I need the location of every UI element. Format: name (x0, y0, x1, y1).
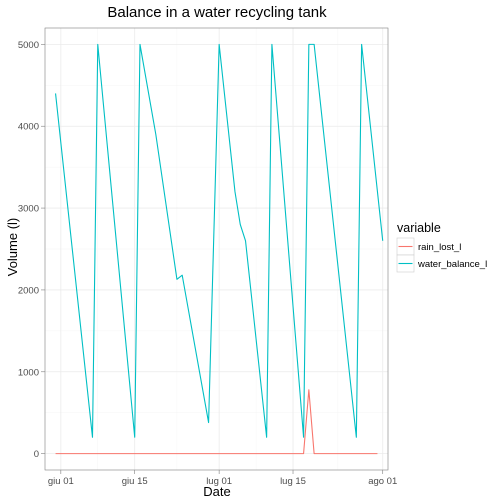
x-tick-label: lug 15 (280, 476, 306, 487)
y-tick-label: 5000 (18, 40, 39, 51)
plot-panel: 0 1000 2000 3000 4000 5000 giu 01 giu 15 lug 01 l… (18, 27, 397, 487)
series-line-rain-lost-l (55, 389, 378, 455)
x-tick-label: giu 15 (122, 476, 148, 487)
y-axis-title: Volume (l) (5, 218, 20, 277)
legend-label: rain_lost_l (418, 242, 461, 253)
x-tick-label: lug 01 (206, 476, 232, 487)
y-tick-label: 2000 (18, 285, 39, 296)
x-tick-label: ago 01 (368, 476, 397, 487)
legend: variable rain_lost_l water_balance_l (396, 221, 487, 273)
legend-title: variable (397, 221, 441, 235)
chart-title: Balance in a water recycling tank (107, 4, 327, 21)
legend-label: water_balance_l (417, 259, 487, 270)
x-axis-title: Date (203, 484, 230, 499)
y-tick-label: 1000 (18, 367, 39, 378)
series-line-water-balance-l (55, 43, 384, 438)
panel-border (44, 27, 389, 471)
x-tick-label: giu 01 (48, 476, 74, 487)
y-tick-label: 3000 (18, 204, 39, 215)
y-tick-label: 4000 (18, 122, 39, 133)
y-tick-label: 0 (34, 449, 39, 460)
